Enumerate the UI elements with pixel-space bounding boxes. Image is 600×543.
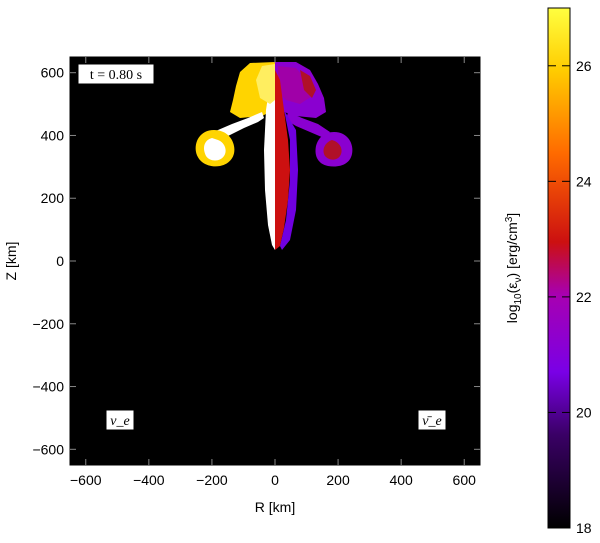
y-tick-label: 600 bbox=[41, 65, 65, 81]
anti-nu-e-cap-inner bbox=[278, 66, 312, 104]
nu-e-structure bbox=[195, 62, 275, 250]
x-tick-label: 200 bbox=[326, 472, 350, 488]
time-label: t = 0.80 s bbox=[90, 68, 142, 83]
nu-e-jet bbox=[264, 70, 275, 250]
colorbar-tick-label: 22 bbox=[576, 289, 592, 305]
y-axis-label: Z [km] bbox=[3, 242, 19, 281]
x-tick-label: −200 bbox=[196, 472, 228, 488]
x-axis: −600 −400 −200 0 200 400 600 bbox=[70, 57, 476, 488]
right-panel-label-box: ν̄_e bbox=[417, 409, 447, 431]
time-label-box: t = 0.80 s bbox=[77, 63, 155, 85]
colorbar-tick-label: 24 bbox=[576, 173, 592, 189]
left-panel-label: ν_e bbox=[110, 414, 129, 429]
colorbar bbox=[547, 7, 571, 529]
y-tick-label: −600 bbox=[32, 441, 64, 457]
y-axis: −600 −400 −200 0 200 400 600 bbox=[32, 65, 480, 457]
anti-nu-e-arm bbox=[286, 112, 330, 138]
anti-nu-e-lobe-core bbox=[323, 140, 342, 160]
colorbar-tick-label: 20 bbox=[576, 404, 592, 420]
colorbar-tick-label: 18 bbox=[576, 520, 592, 536]
anti-nu-e-cap-red bbox=[300, 70, 316, 98]
anti-nu-e-jet bbox=[275, 70, 290, 250]
y-tick-label: 0 bbox=[56, 253, 64, 269]
x-tick-label: 0 bbox=[271, 472, 279, 488]
nu-e-cap-highlight bbox=[256, 64, 275, 104]
left-panel-label-box: ν_e bbox=[105, 409, 135, 431]
x-tick-label: −600 bbox=[70, 472, 102, 488]
colorbar-tick-label: 26 bbox=[576, 58, 592, 74]
x-tick-label: 600 bbox=[453, 472, 477, 488]
x-tick-label: 400 bbox=[389, 472, 413, 488]
colorbar-label: log10(εν) [erg/cm3] bbox=[504, 213, 524, 323]
y-tick-label: 400 bbox=[41, 127, 65, 143]
y-tick-label: 200 bbox=[41, 190, 65, 206]
y-tick-label: −400 bbox=[32, 379, 64, 395]
x-tick-label: −400 bbox=[133, 472, 165, 488]
y-tick-label: −200 bbox=[32, 316, 64, 332]
x-axis-label: R [km] bbox=[255, 499, 295, 515]
anti-nu-e-jet-envelope bbox=[280, 110, 298, 250]
nu-e-lobe-core bbox=[204, 138, 226, 161]
right-panel-label: ν̄_e bbox=[422, 414, 441, 429]
colorbar-ticks: 18 20 22 24 26 bbox=[548, 58, 592, 536]
anti-nu-e-structure bbox=[275, 62, 353, 250]
